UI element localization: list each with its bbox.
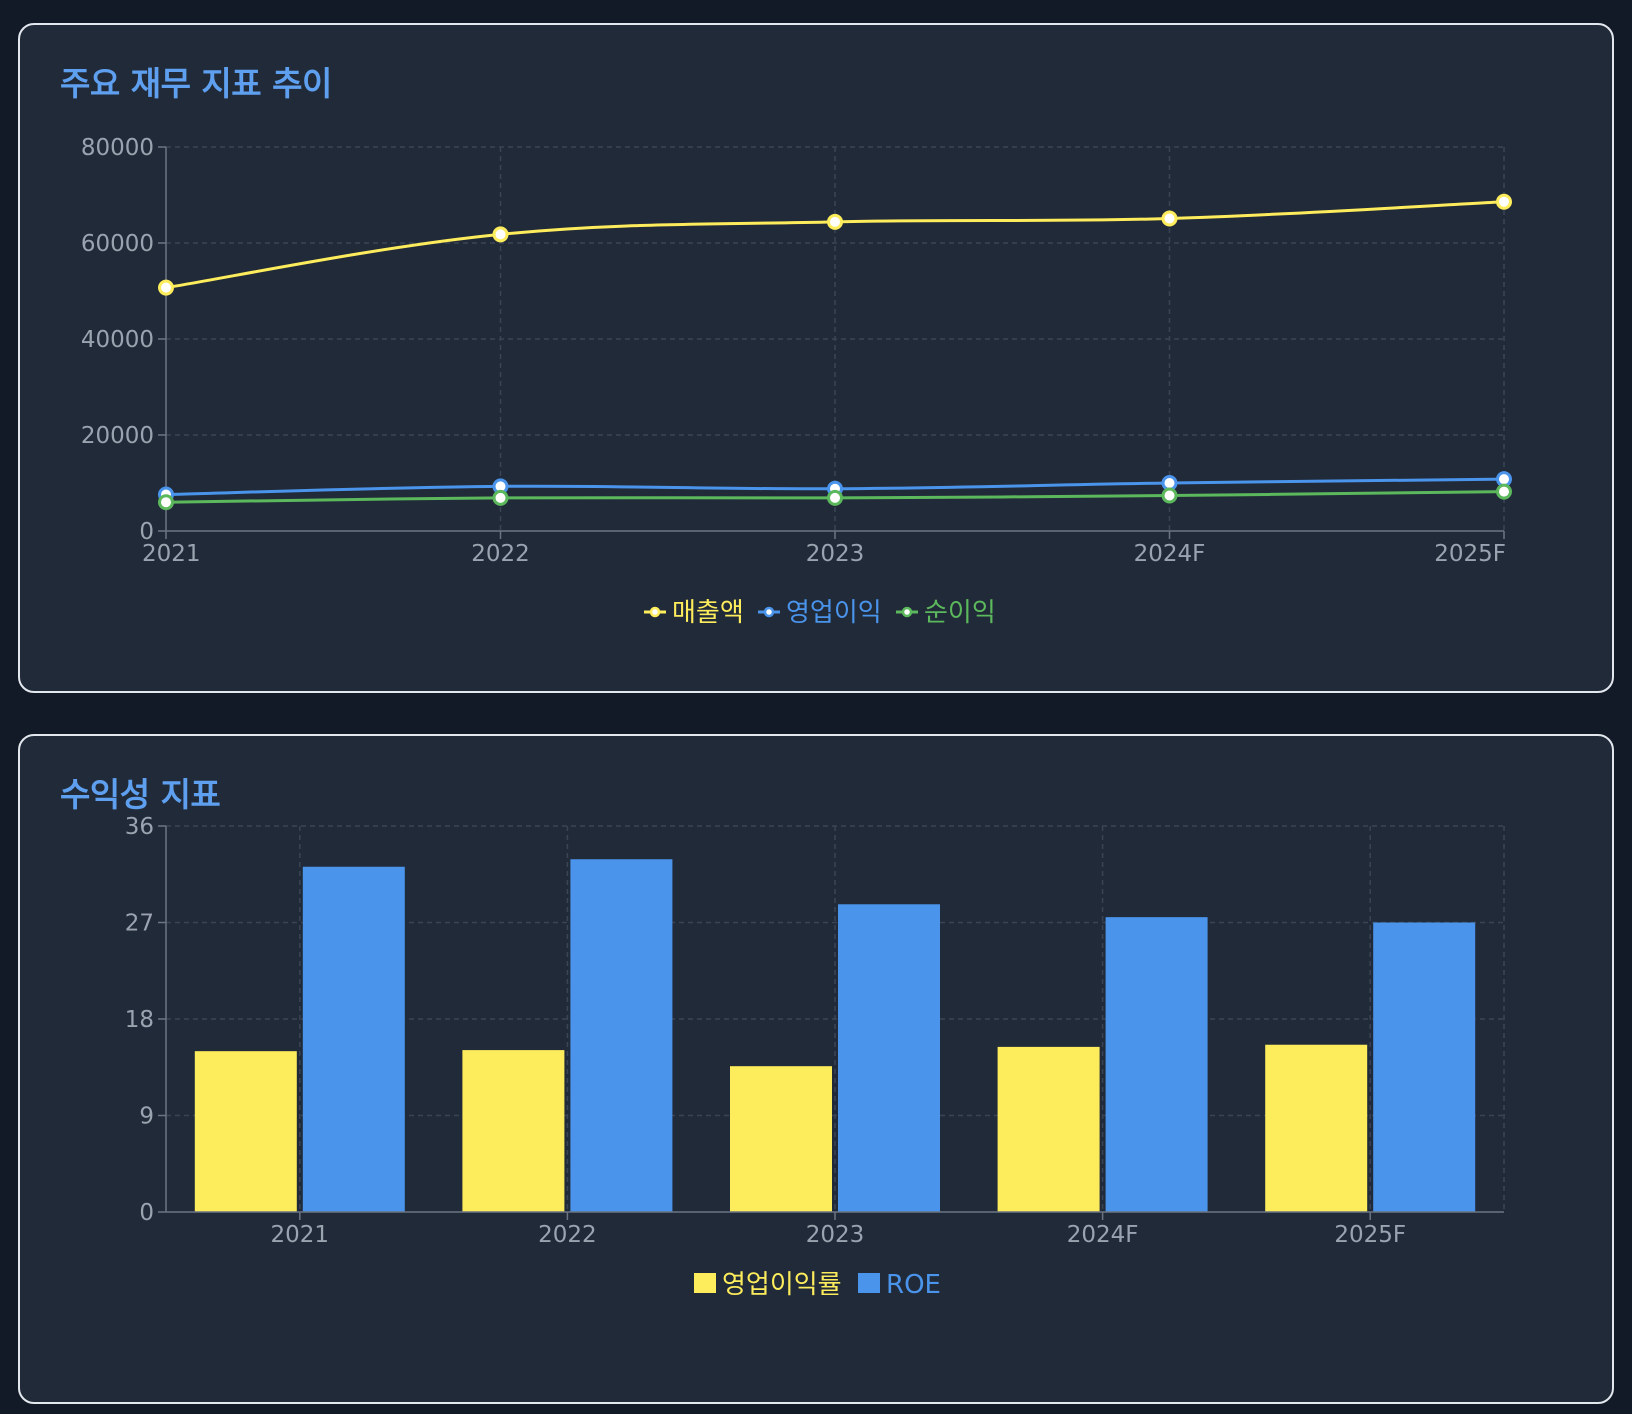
legend-item[interactable]: 영업이익	[758, 598, 882, 628]
bar-영업이익률[interactable]	[730, 1066, 832, 1212]
data-point[interactable]	[158, 279, 174, 296]
x-tick-label: 2025F	[1434, 541, 1506, 567]
data-point[interactable]	[1496, 193, 1512, 210]
y-tick-label: 18	[125, 1007, 154, 1033]
x-tick-label: 2022	[538, 1222, 597, 1248]
bar-영업이익률[interactable]	[1265, 1044, 1368, 1212]
legend-swatch	[858, 1273, 880, 1293]
x-tick-label: 2024F	[1134, 541, 1206, 567]
data-point[interactable]	[492, 226, 509, 243]
bar-ROE[interactable]	[302, 866, 405, 1212]
x-tick-label: 2025F	[1334, 1222, 1406, 1248]
chart-title: 수익성 지표	[60, 775, 221, 814]
grid	[166, 825, 1505, 1212]
legend-item[interactable]: ROE	[858, 1270, 941, 1300]
y-tick-label: 0	[139, 1200, 154, 1226]
x-tick-label: 2023	[806, 541, 865, 567]
series-순이익	[158, 483, 1512, 511]
legend-item[interactable]: 순이익	[896, 598, 996, 628]
y-tick-label: 9	[139, 1104, 154, 1130]
line-chart: 0 20000 40000 60000 80000 2021 2022 2023 2024F 20…	[81, 135, 1512, 628]
chart-title: 주요 재무 지표 추이	[60, 64, 332, 103]
bar-영업이익률[interactable]	[462, 1050, 565, 1212]
legend-label: 매출액	[672, 598, 744, 628]
bar-ROE[interactable]	[1105, 917, 1208, 1212]
legend-marker	[649, 606, 661, 618]
data-point[interactable]	[827, 213, 843, 230]
legend: 매출액 영업이익 순이익	[644, 598, 996, 628]
legend-label: 순이익	[924, 598, 996, 628]
legend-item[interactable]: 매출액	[644, 598, 744, 628]
x-tick-label: 2023	[806, 1222, 865, 1248]
bar-ROE[interactable]	[570, 859, 673, 1212]
bar-영업이익률[interactable]	[997, 1046, 1100, 1212]
legend-label: 영업이익률	[722, 1270, 842, 1300]
data-point[interactable]	[1161, 210, 1178, 227]
data-point[interactable]	[492, 489, 509, 506]
y-tick-label: 27	[125, 911, 154, 937]
legend-swatch	[694, 1273, 716, 1293]
y-tick-label: 80000	[81, 135, 154, 161]
x-tick-label: 2022	[471, 541, 530, 567]
legend-item[interactable]: 영업이익률	[694, 1270, 842, 1300]
legend-marker	[901, 606, 913, 618]
grid	[166, 146, 1505, 531]
legend-label: ROE	[886, 1270, 941, 1300]
data-point[interactable]	[1496, 483, 1512, 500]
x-tick-label: 2024F	[1067, 1222, 1139, 1248]
y-tick-label: 60000	[81, 231, 154, 257]
y-tick-label: 20000	[81, 423, 154, 449]
financial-trend-card: 주요 재무 지표 추이 0 20000 40000 60000 80000 2021 202…	[18, 23, 1614, 693]
x-tick-label: 2021	[271, 1222, 330, 1248]
legend-marker	[763, 606, 775, 618]
x-tick-label: 2021	[142, 541, 201, 567]
series-매출액	[158, 193, 1512, 296]
y-tick-label: 40000	[81, 327, 154, 353]
bar-영업이익률[interactable]	[194, 1051, 297, 1212]
legend: 영업이익률 ROE	[694, 1270, 941, 1300]
y-tick-label: 36	[125, 814, 154, 840]
bar-ROE[interactable]	[1373, 922, 1476, 1213]
y-tick-label: 0	[139, 519, 154, 545]
legend-label: 영업이익	[786, 598, 882, 628]
bar-ROE[interactable]	[838, 904, 940, 1212]
data-point[interactable]	[827, 489, 843, 506]
data-point[interactable]	[158, 494, 174, 511]
data-point[interactable]	[1161, 487, 1178, 504]
profitability-card: 수익성 지표 0 9 18 27 36 2021 2022 2023 2024F 2025F 영업이…	[18, 734, 1614, 1404]
bar-chart: 0 9 18 27 36 2021 2022 2023 2024F 2025F 영업이익률 ROE	[125, 814, 1505, 1300]
